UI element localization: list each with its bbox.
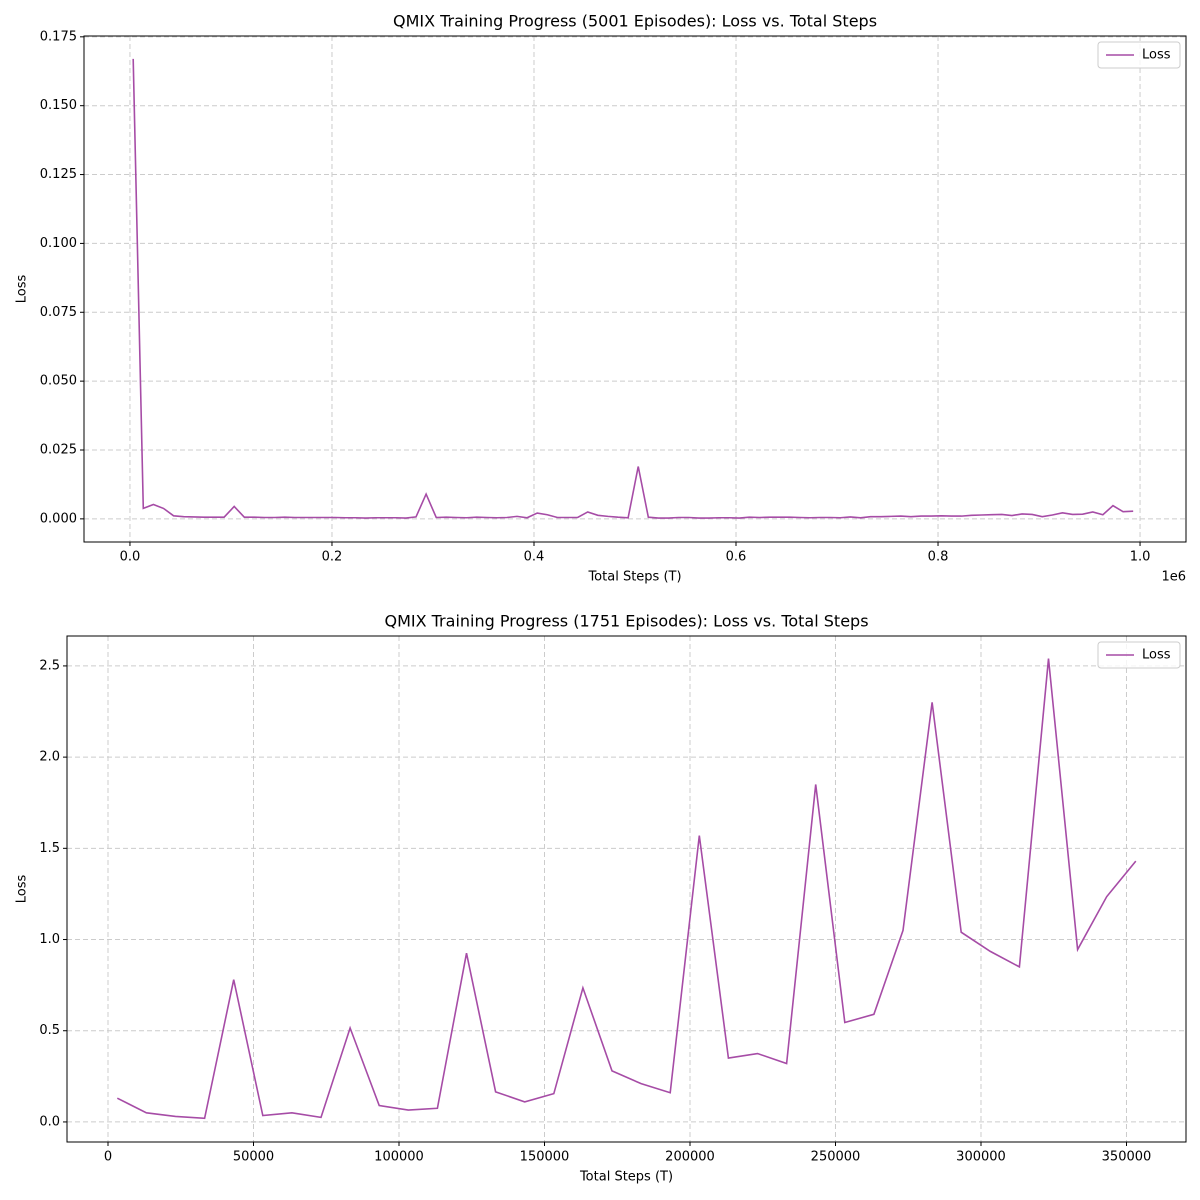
chart-title: QMIX Training Progress (1751 Episodes): …	[384, 612, 868, 631]
y-tick-label: 0.5	[39, 1023, 60, 1038]
loss-line	[116, 658, 1137, 1120]
chart-title: QMIX Training Progress (5001 Episodes): …	[393, 12, 877, 31]
x-tick-label: 250000	[811, 1150, 861, 1165]
chart: QMIX Training Progress (5001 Episodes): …	[15, 12, 1187, 585]
y-tick-label: 0.025	[40, 443, 77, 458]
x-tick-label: 150000	[520, 1150, 570, 1165]
y-tick-label: 0.075	[40, 305, 77, 320]
y-tick-label: 1.5	[39, 841, 60, 856]
x-tick-label: 300000	[956, 1150, 1006, 1165]
x-tick-label: 0.8	[928, 550, 949, 565]
x-tick-label: 1.0	[1130, 550, 1151, 565]
y-axis-label: Loss	[15, 275, 30, 304]
x-tick-label: 0.4	[524, 550, 545, 565]
y-tick-label: 2.0	[39, 750, 60, 765]
x-tick-label: 200000	[665, 1150, 715, 1165]
y-tick-label: 0.150	[40, 98, 77, 113]
x-axis-label: Total Steps (T)	[587, 570, 681, 585]
y-tick-label: 0.175	[40, 29, 77, 44]
x-tick-label: 0	[104, 1150, 112, 1165]
legend-box	[1097, 641, 1181, 669]
y-tick-label: 0.0	[39, 1114, 60, 1129]
legend-box	[1097, 41, 1181, 69]
y-tick-label: 0.100	[40, 236, 77, 251]
x-tick-label: 0.6	[726, 550, 747, 565]
y-tick-label: 0.000	[40, 511, 77, 526]
y-tick-label: 0.050	[40, 374, 77, 389]
y-tick-label: 1.0	[39, 932, 60, 947]
x-axis-label: Total Steps (T)	[579, 1170, 673, 1185]
axes-frame	[83, 35, 1187, 543]
x-tick-label: 50000	[233, 1150, 274, 1165]
y-tick-label: 0.125	[40, 167, 77, 182]
x-tick-label: 0.2	[322, 550, 343, 565]
chart: QMIX Training Progress (1751 Episodes): …	[15, 612, 1187, 1185]
y-tick-label: 2.5	[39, 658, 60, 673]
x-tick-label: 0.0	[120, 550, 141, 565]
y-axis-label: Loss	[15, 875, 30, 904]
x-offset-label: 1e6	[1161, 570, 1186, 585]
legend-label: Loss	[1142, 648, 1171, 663]
legend-label: Loss	[1142, 48, 1171, 63]
x-tick-label: 100000	[374, 1150, 424, 1165]
loss-line	[132, 58, 1134, 519]
x-tick-label: 350000	[1102, 1150, 1152, 1165]
axes-frame	[66, 635, 1187, 1143]
